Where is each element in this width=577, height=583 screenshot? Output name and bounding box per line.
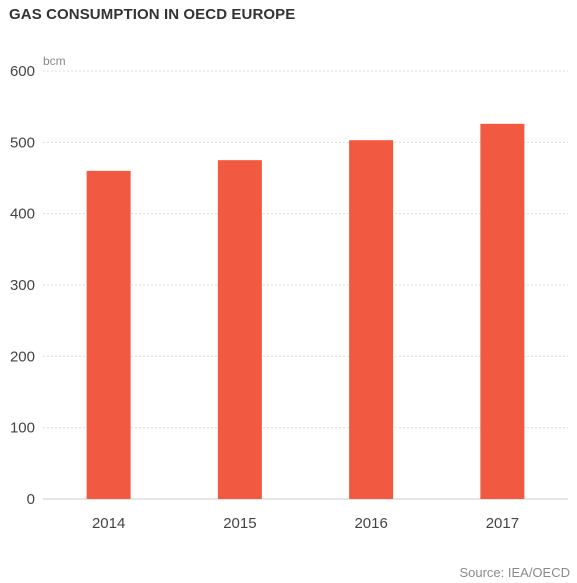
x-tick-label: 2015 (223, 515, 256, 532)
y-tick-label: 500 (10, 134, 35, 151)
chart-title: GAS CONSUMPTION IN OECD EUROPE (9, 6, 296, 23)
bar-2017 (480, 123, 525, 499)
y-tick-label: 600 (10, 63, 35, 80)
y-tick-label: 300 (10, 277, 35, 294)
x-axis-ticks: 2014 2015 2016 2017 (92, 515, 519, 532)
bar-2015 (217, 160, 262, 499)
y-tick-label: 200 (10, 348, 35, 365)
bars (86, 123, 525, 499)
x-tick-label: 2016 (354, 515, 387, 532)
y-tick-label: 0 (27, 491, 35, 508)
x-tick-label: 2017 (486, 515, 519, 532)
source-note: Source: IEA/OECD (459, 565, 570, 580)
x-tick-label: 2014 (92, 515, 125, 532)
bar-2016 (349, 140, 394, 499)
bar-2014 (86, 170, 131, 499)
y-axis-unit-label: bcm (43, 54, 66, 68)
y-axis-ticks: 0 100 200 300 400 500 600 (10, 63, 35, 508)
y-tick-label: 400 (10, 206, 35, 223)
y-tick-label: 100 (10, 420, 35, 437)
